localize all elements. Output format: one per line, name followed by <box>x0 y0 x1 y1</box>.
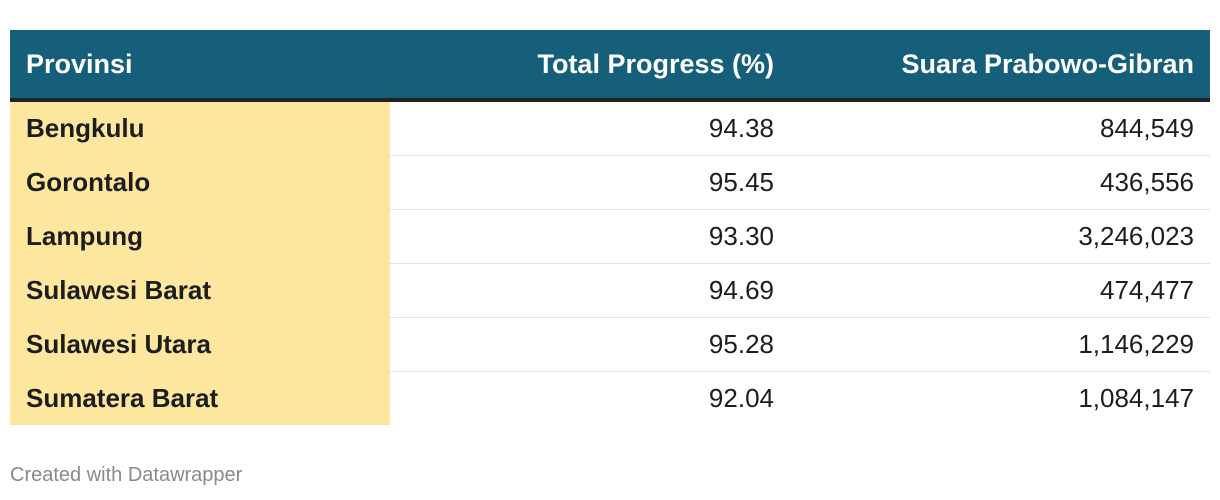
data-table-container: Provinsi Total Progress (%) Suara Prabow… <box>10 30 1210 425</box>
cell-provinsi: Gorontalo <box>10 155 390 210</box>
cell-suara: 474,477 <box>790 263 1210 318</box>
table-row: Sumatera Barat 92.04 1,084,147 <box>10 371 1210 425</box>
table-row: Bengkulu 94.38 844,549 <box>10 100 1210 156</box>
cell-progress: 94.69 <box>390 263 790 318</box>
cell-progress: 92.04 <box>708 383 774 413</box>
column-header-suara[interactable]: Suara Prabowo-Gibran <box>790 30 1210 102</box>
table-row: Sulawesi Barat 94.69 474,477 <box>10 263 1210 318</box>
cell-suara: 3,246,023 <box>790 209 1210 264</box>
cell-suara: 1,146,229 <box>790 317 1210 372</box>
column-header-total-progress[interactable]: Total Progress (%) <box>390 30 790 102</box>
cell-suara: 1,084,147 <box>1078 383 1194 413</box>
table-row: Gorontalo 95.45 436,556 <box>10 155 1210 210</box>
table-row: Sulawesi Utara 95.28 1,146,229 <box>10 317 1210 372</box>
data-table: Provinsi Total Progress (%) Suara Prabow… <box>10 30 1210 425</box>
cell-provinsi: Lampung <box>10 209 390 264</box>
cell-suara: 436,556 <box>790 155 1210 210</box>
table-header: Provinsi Total Progress (%) Suara Prabow… <box>10 30 1210 102</box>
table-row: Lampung 93.30 3,246,023 <box>10 209 1210 264</box>
cell-progress: 93.30 <box>390 209 790 264</box>
cell-suara: 844,549 <box>790 100 1210 156</box>
header-row: Provinsi Total Progress (%) Suara Prabow… <box>10 30 1210 102</box>
footer-credit: Created with Datawrapper <box>10 464 243 486</box>
column-header-provinsi[interactable]: Provinsi <box>10 30 390 102</box>
cell-provinsi: Bengkulu <box>10 100 390 156</box>
cell-progress: 95.28 <box>390 317 790 372</box>
cell-provinsi: Sumatera Barat <box>10 371 390 425</box>
cell-progress: 94.38 <box>390 100 790 156</box>
table-body: Bengkulu 94.38 844,549 Gorontalo 95.45 4… <box>10 100 1210 425</box>
cell-provinsi: Sulawesi Barat <box>10 263 390 318</box>
cell-provinsi: Sulawesi Utara <box>10 317 390 372</box>
cell-progress: 95.45 <box>390 155 790 210</box>
